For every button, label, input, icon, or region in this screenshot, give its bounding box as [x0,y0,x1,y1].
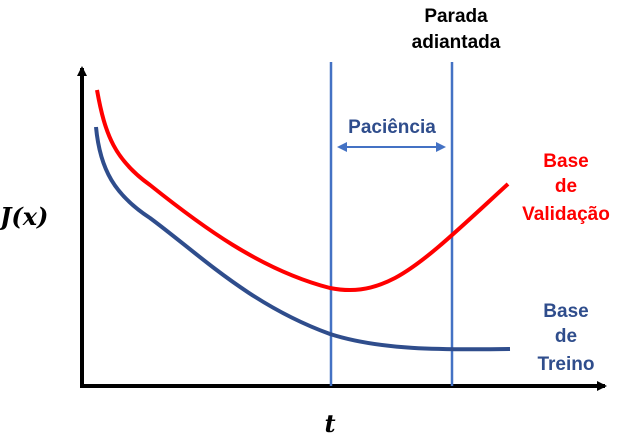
validation-label-line1: Base [543,151,588,172]
early-stop-label-line1: Parada [424,6,488,27]
patience-label: Paciência [348,117,436,138]
train-label-line2: de [555,326,577,347]
train-label-line1: Base [543,301,588,322]
early-stop-label-line2: adiantada [412,32,501,53]
validation-label-line3: Validação [522,204,610,225]
validation-label-line2: de [555,176,577,197]
train-label-line3: Treino [537,354,594,375]
train-curve [94,126,511,352]
validation-curve [95,89,510,293]
x-axis-label: t [324,409,335,437]
y-axis-label: J(x) [0,202,48,231]
